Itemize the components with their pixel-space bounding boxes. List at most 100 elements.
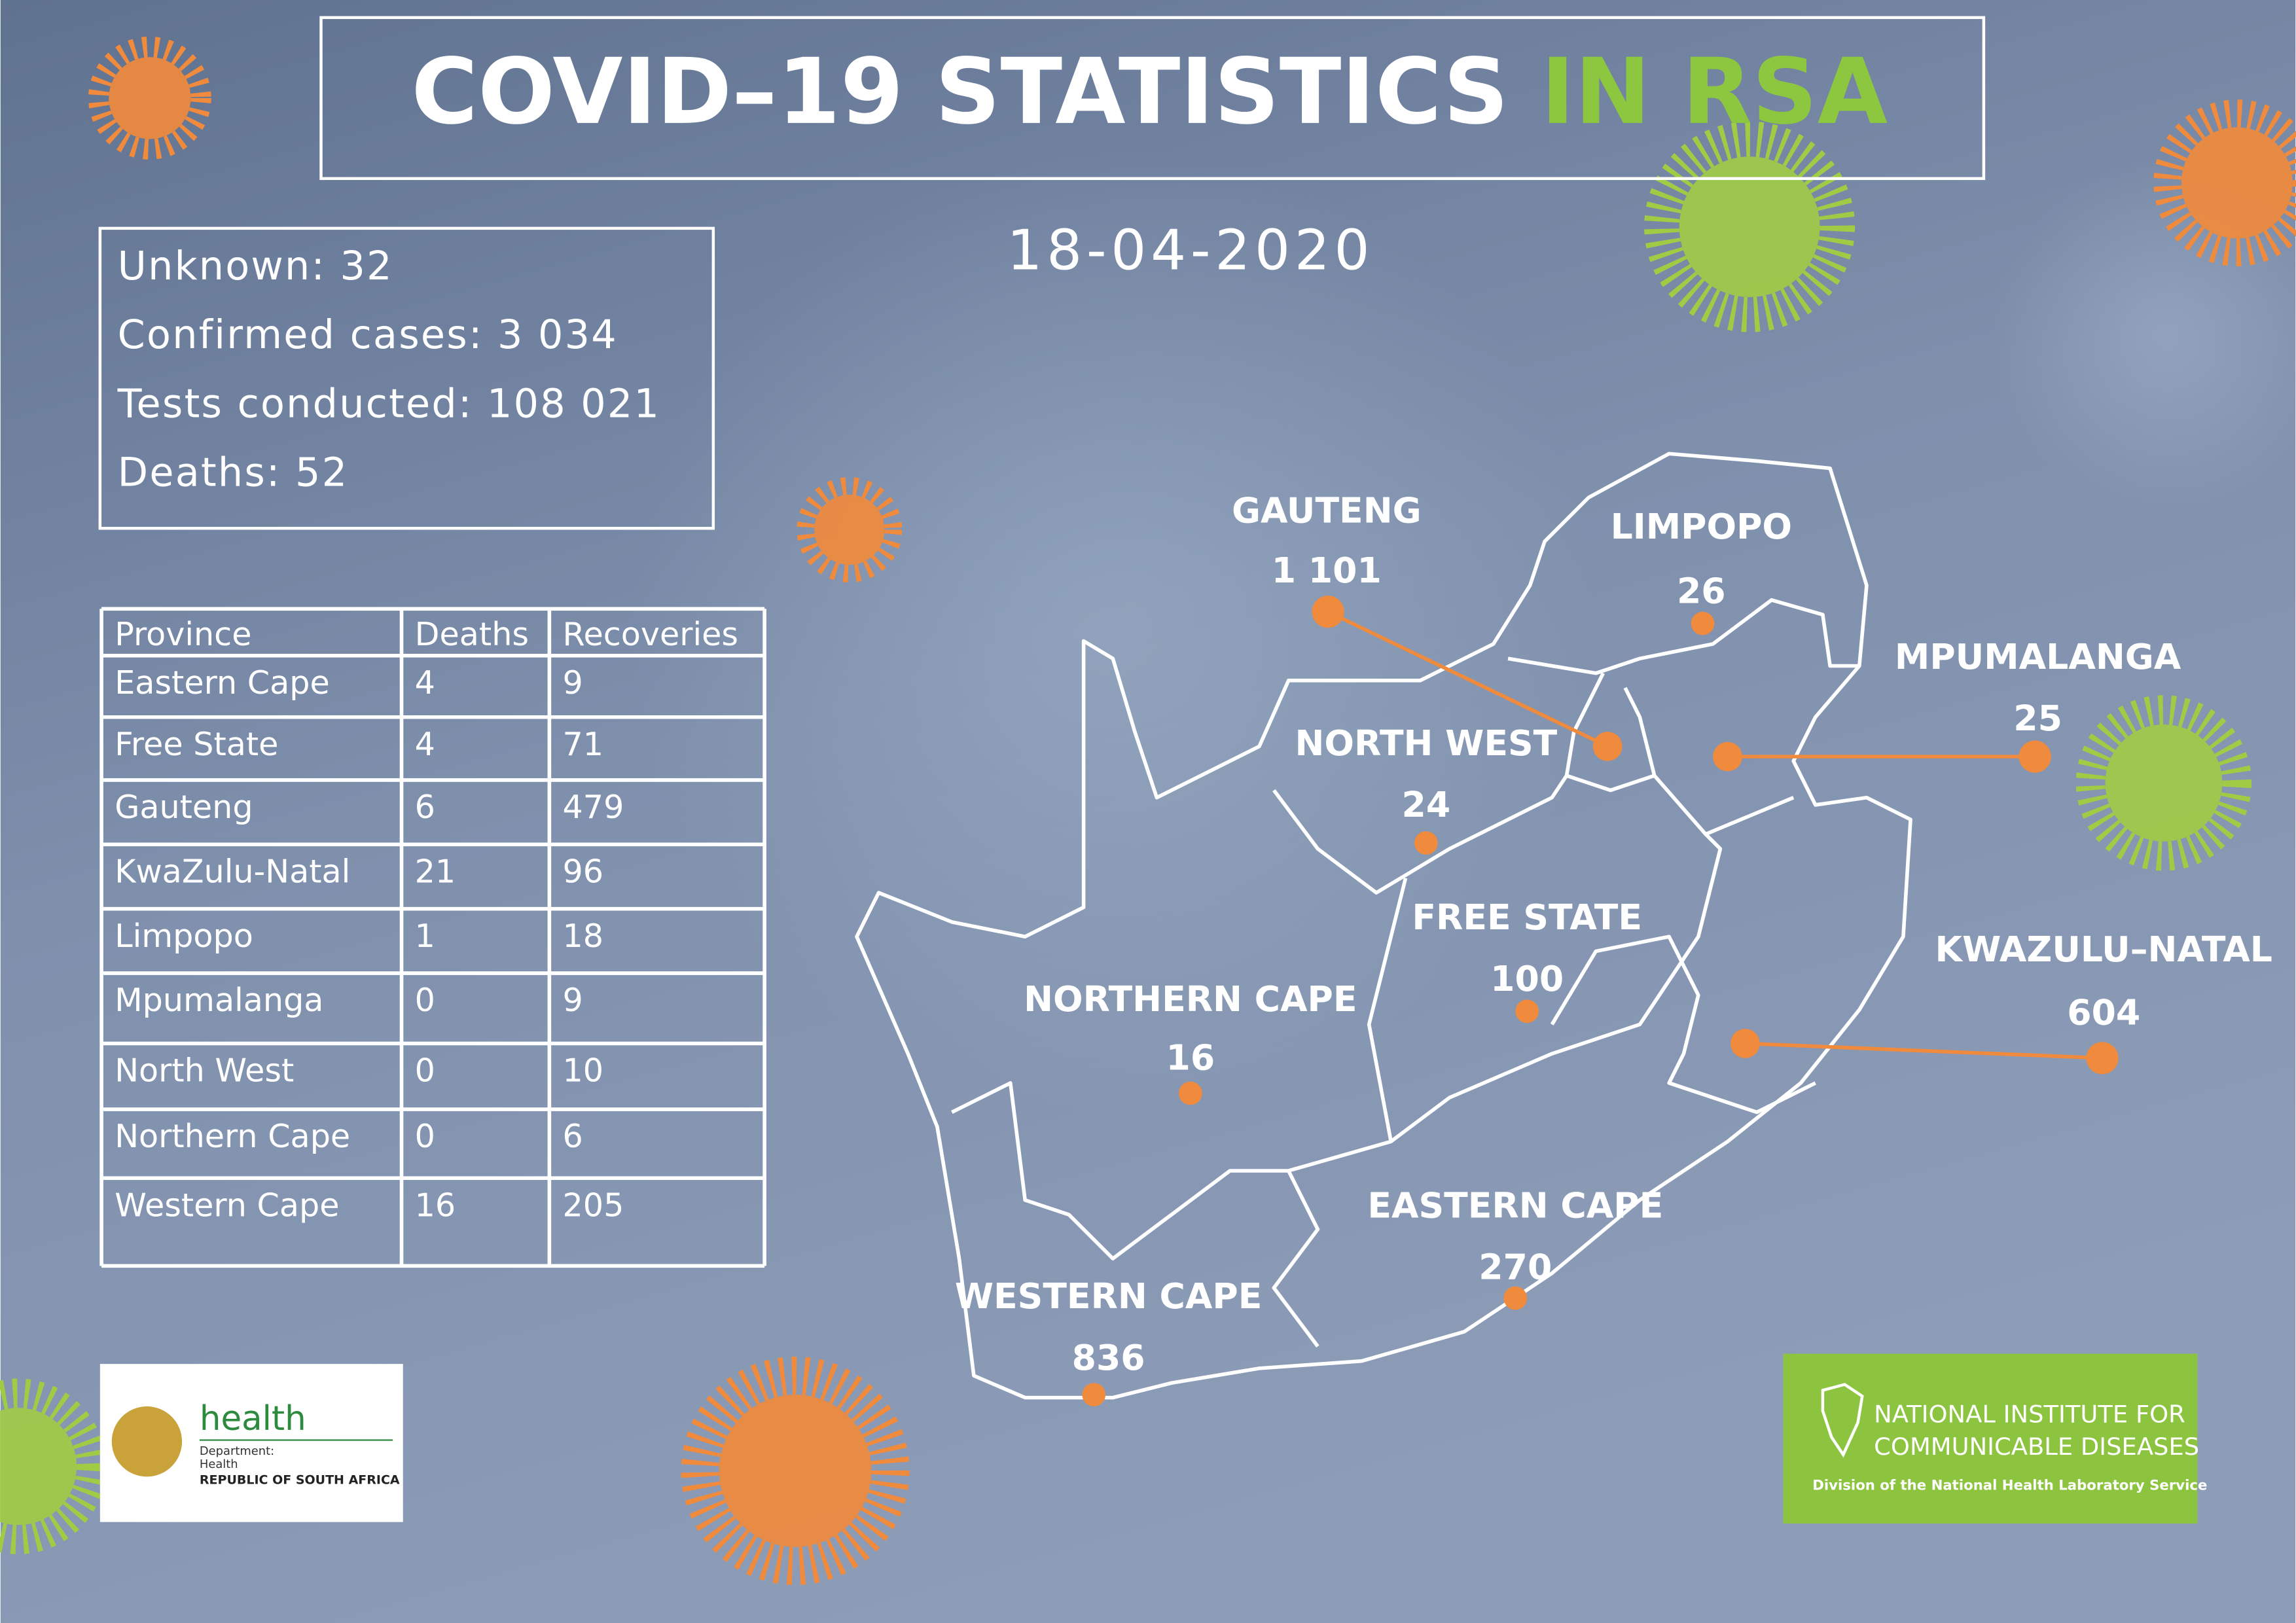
title-box bbox=[319, 16, 1986, 181]
location-dot bbox=[1414, 831, 1438, 855]
province-labels: GAUTENG 1 101 LIMPOPO 26 MPUMALANGA 25 NORTH W… bbox=[955, 490, 2272, 1407]
province-name: FREE STATE bbox=[1412, 897, 1642, 938]
location-dot bbox=[1731, 1029, 1760, 1058]
table-cell: 6 bbox=[415, 788, 435, 826]
virus-body bbox=[2181, 127, 2293, 239]
virus-spikes bbox=[681, 1357, 910, 1585]
background-virus bbox=[1991, 161, 2296, 512]
table-cell: 205 bbox=[563, 1186, 624, 1224]
location-dot bbox=[1515, 999, 1539, 1024]
province-border bbox=[1550, 935, 1816, 1115]
health-name: health bbox=[200, 1399, 306, 1438]
table-cell: 71 bbox=[563, 725, 604, 763]
province-name: NORTH WEST bbox=[1295, 722, 1558, 764]
province-cases: 24 bbox=[1402, 784, 1451, 825]
nicd-line2: COMMUNICABLE DISEASES bbox=[1874, 1433, 2199, 1461]
location-dot bbox=[1592, 732, 1623, 761]
summary: Unknown: 32 Confirmed cases: 3 034 Tests c… bbox=[117, 243, 661, 495]
table-cell: 16 bbox=[415, 1186, 456, 1224]
table-cell: 9 bbox=[563, 664, 583, 702]
table-cell: 4 bbox=[415, 725, 435, 763]
table-cell: 479 bbox=[563, 788, 624, 826]
table-cell: 4 bbox=[415, 664, 435, 702]
table-cell: Northern Cape bbox=[115, 1117, 350, 1155]
province-table: Province Deaths Recoveries Eastern Cape 4 9 Fr… bbox=[99, 607, 766, 1268]
table-header: Deaths bbox=[415, 615, 529, 653]
virus-body bbox=[0, 1408, 77, 1525]
province-name: NORTHERN CAPE bbox=[1024, 978, 1357, 1020]
health-line3: REPUBLIC OF SOUTH AFRICA bbox=[200, 1473, 400, 1488]
province-name: EASTERN CAPE bbox=[1367, 1185, 1663, 1226]
leader-line bbox=[1745, 1041, 2103, 1060]
nicd-logo-bg bbox=[1783, 1353, 2198, 1524]
virus-decorations bbox=[0, 36, 2296, 1585]
virus-spikes bbox=[88, 36, 211, 160]
location-dot bbox=[1691, 611, 1715, 635]
nicd-line3: Division of the National Health Laborato… bbox=[1812, 1478, 2207, 1494]
location-dot bbox=[1178, 1081, 1202, 1105]
province-name: KWAZULU–NATAL bbox=[1935, 929, 2272, 970]
table-cell: Limpopo bbox=[115, 917, 253, 955]
virus-spikes bbox=[2153, 99, 2296, 266]
province-cases: 270 bbox=[1479, 1246, 1552, 1287]
province-cases: 1 101 bbox=[1272, 550, 1382, 591]
province-border bbox=[1507, 598, 1859, 675]
health-line1: Department: bbox=[200, 1444, 274, 1458]
table-cell: 1 bbox=[415, 917, 435, 955]
virus-spikes bbox=[797, 477, 903, 583]
location-dot bbox=[2018, 740, 2051, 773]
province-name: LIMPOPO bbox=[1611, 506, 1792, 547]
table-cell: 21 bbox=[415, 852, 456, 890]
table-cell: 18 bbox=[563, 917, 604, 955]
virus-body bbox=[814, 494, 885, 565]
leader-line bbox=[1327, 610, 1609, 749]
title-accent: IN RSA bbox=[1541, 39, 1888, 145]
province-name: WESTERN CAPE bbox=[955, 1275, 1263, 1317]
table-cell: 9 bbox=[563, 981, 583, 1019]
health-logo: health Department: Health REPUBLIC OF SO… bbox=[99, 1364, 403, 1522]
table-cell: North West bbox=[115, 1052, 294, 1090]
table-cell: 6 bbox=[563, 1117, 583, 1155]
summary-line: Deaths: 52 bbox=[118, 450, 349, 495]
background-virus bbox=[630, 146, 1596, 1113]
virus-body bbox=[109, 57, 191, 139]
coat-of-arms bbox=[111, 1406, 183, 1477]
location-dot bbox=[1713, 741, 1742, 772]
table-cell: 10 bbox=[563, 1052, 604, 1090]
summary-box bbox=[98, 226, 715, 530]
virus-spikes bbox=[1644, 121, 1856, 332]
province-border bbox=[951, 1081, 1391, 1260]
table-cell: 96 bbox=[563, 852, 604, 890]
date: 18-04-2020 bbox=[1007, 218, 1374, 283]
nicd-line1: NATIONAL INSTITUTE FOR bbox=[1874, 1400, 2185, 1429]
province-name: MPUMALANGA bbox=[1895, 636, 2181, 677]
summary-line: Tests conducted: 108 021 bbox=[117, 381, 661, 427]
table-cell: Western Cape bbox=[115, 1186, 339, 1224]
province-border bbox=[1272, 1169, 1320, 1348]
province-cases: 604 bbox=[2067, 991, 2140, 1033]
province-cases: 836 bbox=[1072, 1337, 1145, 1378]
table-cell: Gauteng bbox=[115, 788, 253, 826]
province-cases: 100 bbox=[1490, 958, 1564, 999]
table-cell: Eastern Cape bbox=[115, 664, 330, 702]
table-header: Recoveries bbox=[563, 615, 739, 653]
province-border bbox=[1367, 832, 1723, 1144]
title: COVID–19 STATISTICS IN RSA bbox=[411, 39, 1888, 145]
province-name: GAUTENG bbox=[1232, 490, 1422, 531]
province-cases: 16 bbox=[1166, 1037, 1215, 1079]
table-cell: 0 bbox=[415, 981, 435, 1019]
location-dot bbox=[1312, 596, 1344, 628]
table-cell: 0 bbox=[415, 1117, 435, 1155]
table-cell: KwaZulu-Natal bbox=[115, 852, 350, 890]
location-dot bbox=[1503, 1286, 1528, 1310]
province-cases: 26 bbox=[1677, 570, 1726, 611]
title-main: COVID–19 STATISTICS bbox=[411, 39, 1509, 145]
summary-line: Confirmed cases: 3 034 bbox=[118, 312, 618, 358]
nicd-logo: NATIONAL INSTITUTE FOR COMMUNICABLE DISE… bbox=[1783, 1353, 2207, 1524]
virus-body bbox=[1679, 156, 1820, 297]
table-cell: Mpumalanga bbox=[115, 981, 323, 1019]
africa-icon bbox=[1821, 1383, 1864, 1458]
